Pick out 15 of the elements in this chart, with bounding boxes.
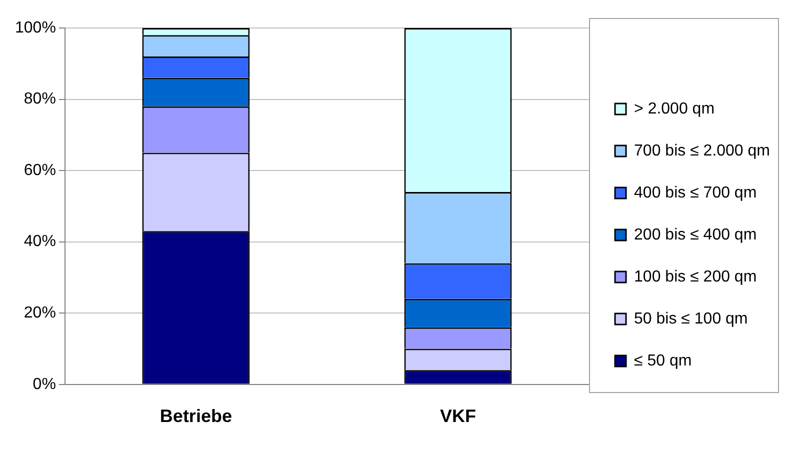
legend-label: 50 bis ≤ 100 qm <box>634 310 748 328</box>
x-tick-label: Betriebe <box>160 406 232 426</box>
x-tick-label: VKF <box>440 406 476 426</box>
y-tick-label: 20% <box>24 304 56 322</box>
legend-label: 400 bis ≤ 700 qm <box>634 184 757 202</box>
y-tick-label: 100% <box>15 19 56 36</box>
legend-label: 200 bis ≤ 400 qm <box>634 226 757 244</box>
y-tick-label: 40% <box>24 233 56 250</box>
y-tick-label: 0% <box>32 376 56 393</box>
legend-label: > 2.000 qm <box>634 100 715 118</box>
legend-label: 100 bis ≤ 200 qm <box>634 268 757 286</box>
legend-label: 700 bis ≤ 2.000 qm <box>634 142 770 160</box>
legend-label: ≤ 50 qm <box>634 352 692 370</box>
y-tick-label: 80% <box>24 90 56 108</box>
y-tick-label: 60% <box>24 162 56 179</box>
